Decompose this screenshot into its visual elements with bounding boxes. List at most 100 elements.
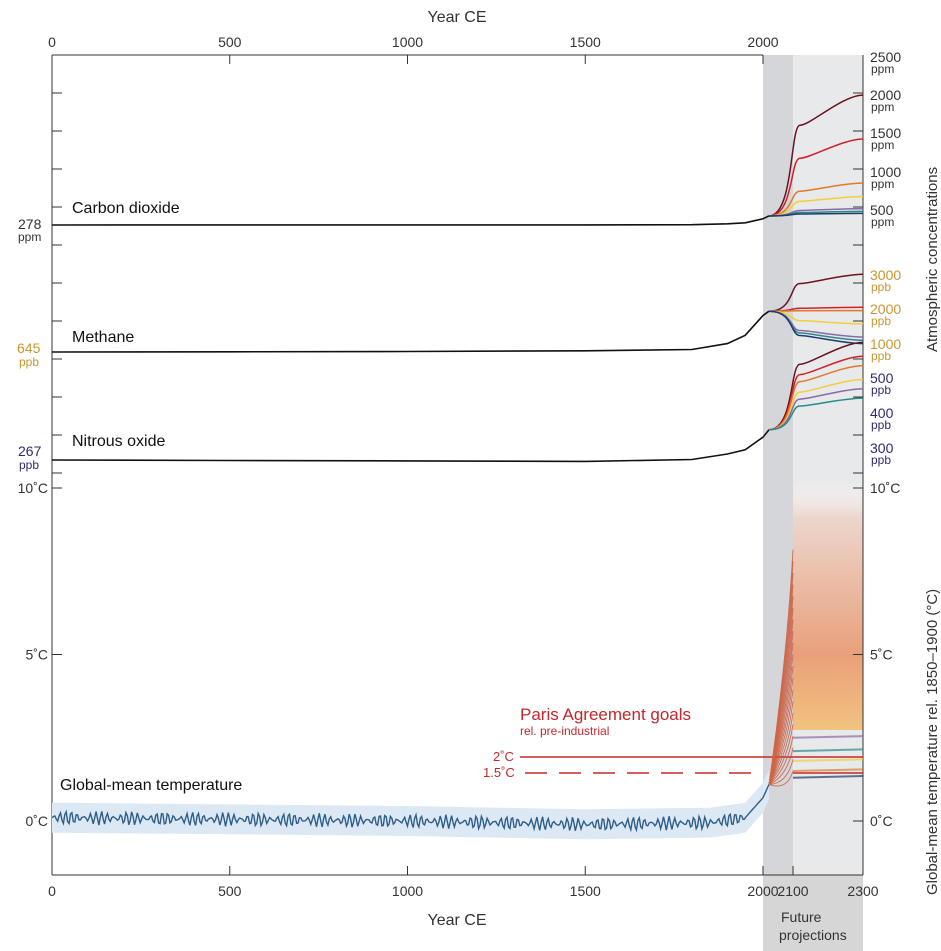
conc-tick-value: 300 [870,440,894,456]
future-label-band [763,875,863,951]
paris-title: Paris Agreement goals [520,705,691,724]
temperature-stabilization-line [792,735,864,739]
conc-tick-value: 3000 [870,267,901,283]
top-tick-label: 500 [218,34,242,50]
conc-tick-unit: ppb [871,418,891,432]
temperature-stabilization-line [792,748,864,753]
right-axis-minor-ticks [853,92,863,474]
conc-tick-unit: ppm [871,177,894,191]
goal-2c-label: 2˚C [493,749,514,764]
conc-tick-value: 500 [870,370,894,386]
temp-series-label: Global-mean temperature [60,777,242,794]
conc-tick-value: 1500 [870,125,901,141]
projection-line [768,397,864,431]
temperature-projection-line [768,770,794,787]
historical-series [51,215,770,840]
future-label-1: Future [781,909,822,925]
future-projection-bands [763,55,863,951]
left-axis-minor-ticks [52,92,62,474]
conc-tick-value: 2500 [870,49,901,65]
baseline-labels: 278 ppm 645 ppb 267 ppb [17,216,42,472]
temperature-ticks: 10˚C 10˚C 5˚C 5˚C 0˚C 0˚C [18,480,901,829]
projection-line [768,364,864,431]
projection-line [768,138,864,217]
projection-series [768,94,864,787]
warming-envelope [793,480,863,730]
series-labels: Carbon dioxide Methane Nitrous oxide Glo… [60,200,242,794]
projection-line [768,355,864,431]
projection-band-2100-2300 [793,55,863,875]
conc-tick-value: 1000 [870,164,901,180]
projection-line [768,94,864,217]
ch4-baseline-unit: ppb [19,355,39,369]
top-axis-title: Year CE [428,9,487,26]
bottom-tick-label: 1000 [392,883,423,899]
historical-line [51,310,770,353]
projection-line [768,341,864,431]
conc-tick-unit: ppb [871,349,891,363]
n2o-baseline-unit: ppb [19,458,39,472]
bottom-tick-label: 2300 [847,883,878,899]
n2o-series-label: Nitrous oxide [72,433,165,450]
bottom-tick-label: 0 [48,883,56,899]
temp-tick-label-left: 5˚C [25,647,48,663]
bottom-axis-title: Year CE [428,912,487,929]
top-tick-label: 2000 [747,34,778,50]
temperature-stabilization-line [792,758,864,763]
projection-line [768,182,864,217]
co2-series-label: Carbon dioxide [72,200,180,217]
bottom-tick-label: 2100 [777,883,808,899]
temperature-projection-line [768,712,794,785]
bottom-tick-label: 1500 [570,883,601,899]
temperature-line [51,784,770,833]
temperature-projection-line [768,724,794,785]
temperature-projection-line [768,549,794,785]
concentrations-axis-title: Atmospheric concentrations [924,167,941,352]
temp-tick-label-right: 10˚C [870,480,900,496]
conc-tick-unit: ppb [871,280,891,294]
temperature-stabilization-line [792,768,864,773]
historical-line [51,429,770,463]
bottom-tick-label: 500 [218,883,242,899]
projection-line [768,309,864,312]
projection-line [768,273,864,312]
ch4-baseline-value: 645 [17,340,41,356]
conc-tick-value: 2000 [870,301,901,317]
conc-tick-unit: ppm [871,215,894,229]
projection-line [768,388,864,431]
paris-agreement: Paris Agreement goals rel. pre-industria… [483,705,863,780]
top-axis-ticks: 0 500 1000 1500 2000 [48,34,779,64]
projection-line [768,310,864,325]
temperature-projection-line [768,747,794,785]
concentration-ticks: 2500ppm2000ppm1500ppm1000ppm500ppm3000pp… [870,49,901,467]
historical-line [51,215,770,226]
future-label-2: projections [779,927,847,943]
right-axis-titles: Atmospheric concentrations Global-mean t… [924,167,941,895]
projection-line [768,378,864,431]
top-tick-label: 1500 [570,34,601,50]
bottom-tick-label: 2000 [747,883,778,899]
conc-tick-value: 400 [870,405,894,421]
projection-line [768,195,864,217]
temperature-projection-line [768,701,794,785]
conc-tick-unit: ppb [871,453,891,467]
paris-subtitle: rel. pre-industrial [520,724,609,738]
temperature-projection-line [768,759,794,785]
top-tick-label: 1000 [392,34,423,50]
ch4-series-label: Methane [72,329,134,346]
conc-tick-unit: ppm [871,138,894,152]
projection-line [768,310,864,345]
temperature-stabilization-line [792,775,864,779]
temp-tick-label-left: 10˚C [18,480,48,496]
goal-1-5c-label: 1.5˚C [483,765,515,780]
conc-tick-unit: ppm [871,100,894,114]
temperature-projection-line [768,689,794,785]
temperature-uncertainty-band [52,769,769,840]
temperature-projection-line [768,736,794,785]
temp-tick-label-left: 0˚C [25,813,48,829]
co2-baseline-value: 278 [18,216,42,232]
projection-line [768,212,864,217]
